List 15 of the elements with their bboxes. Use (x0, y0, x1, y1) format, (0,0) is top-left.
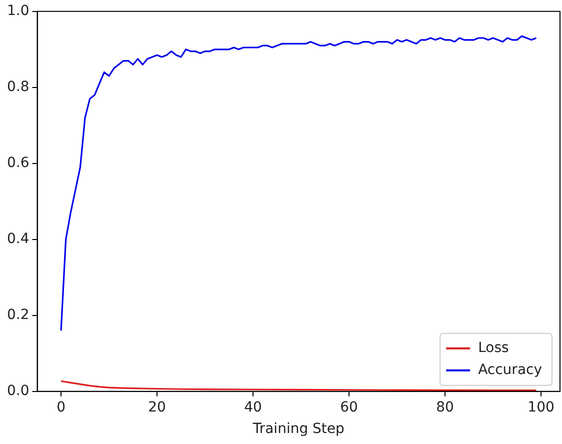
legend-label: Loss (478, 340, 509, 356)
y-tick-label: 1.0 (7, 3, 30, 20)
x-tick-label: 100 (528, 399, 554, 416)
x-tick-label: 60 (340, 399, 358, 416)
x-axis-title: Training Step (252, 421, 345, 438)
y-tick-label: 0.8 (7, 79, 30, 96)
x-tick-label: 40 (244, 399, 262, 416)
legend-label: Accuracy (478, 362, 542, 378)
y-tick-label: 0.2 (7, 307, 30, 324)
x-tick-label: 20 (148, 399, 166, 416)
y-tick-label: 0.0 (7, 383, 30, 400)
x-tick-label: 80 (436, 399, 454, 416)
x-tick-label: 0 (56, 399, 66, 416)
y-tick-label: 0.6 (7, 155, 30, 172)
y-tick-label: 0.4 (7, 231, 30, 248)
